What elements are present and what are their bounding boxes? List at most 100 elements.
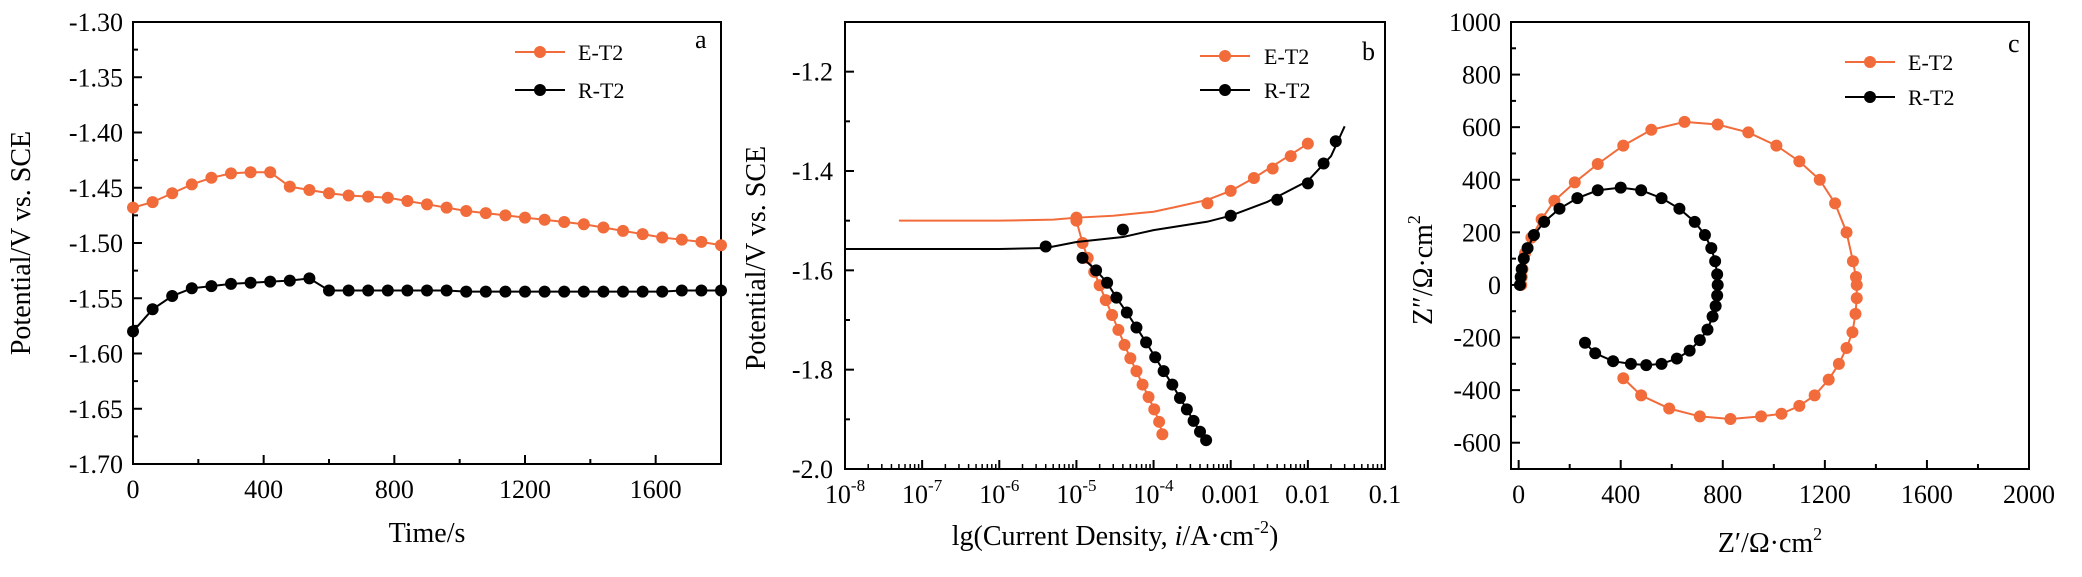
data-point-R-T2-16 <box>440 284 453 297</box>
nyquist-point-E-T2-21 <box>1850 278 1863 291</box>
series-line-R-T2-c <box>1518 186 1719 367</box>
data-point-R-T2-0 <box>127 325 139 338</box>
legend-marker-r-t2 <box>534 84 546 96</box>
panel-c-ylabel-main: Z″/Ω·cm <box>1408 224 1439 325</box>
nyquist-point-E-T2-31 <box>1755 410 1768 423</box>
data-point-E-T2-21 <box>538 213 551 226</box>
x-tick-label-b-3: 10-5 <box>1056 476 1096 509</box>
cathodic-point-E-T2-7 <box>1112 323 1125 336</box>
nyquist-point-R-T2-29 <box>1624 357 1637 370</box>
panel-a-ticks: -1.70 -1.65 -1.60 -1.55 -1.50 -1.45 -1.40 -1.35… <box>69 8 682 504</box>
x-tick-base-b-2: 10 <box>979 480 1005 509</box>
data-point-R-T2-18 <box>479 285 492 298</box>
panel-b-ylabel: Potential/V vs. SCE <box>741 146 772 370</box>
anodic-point-E-T2-3 <box>1247 171 1260 184</box>
x-tick-exp-b-3: -5 <box>1082 476 1096 495</box>
cathodic-point-E-T2-14 <box>1153 415 1166 428</box>
data-point-E-T2-25 <box>617 224 629 237</box>
nyquist-point-R-T2-32 <box>1579 336 1591 349</box>
nyquist-point-E-T2-13 <box>1742 126 1755 139</box>
x-tick-label-a-2: 800 <box>375 475 414 504</box>
legend-marker-e-t2-b <box>1219 50 1231 62</box>
anodic-point-R-T2-0 <box>1039 240 1052 253</box>
nyquist-point-R-T2-2 <box>1515 263 1528 276</box>
cathodic-point-R-T2-11 <box>1180 403 1193 416</box>
panel-c-legend: E-T2 R-T2 <box>1845 50 1954 110</box>
nyquist-point-R-T2-13 <box>1673 202 1686 215</box>
cathodic-point-E-T2-6 <box>1106 309 1119 322</box>
data-point-E-T2-23 <box>577 218 590 231</box>
series-anodic-line-R-T2 <box>845 125 1346 250</box>
data-point-E-T2-20 <box>519 211 531 224</box>
x-tick-label-b-2: 10-6 <box>979 476 1019 509</box>
x-tick-exp-b-2: -6 <box>1005 476 1019 495</box>
x-tick-exp-b-1: -7 <box>928 476 943 495</box>
data-point-R-T2-26 <box>636 285 649 298</box>
nyquist-point-R-T2-9 <box>1591 184 1604 197</box>
data-point-R-T2-3 <box>185 282 198 295</box>
anodic-point-R-T2-6 <box>1329 135 1342 148</box>
data-point-R-T2-7 <box>264 275 277 288</box>
data-point-R-T2-1 <box>146 303 159 316</box>
nyquist-point-R-T2-23 <box>1701 323 1714 336</box>
nyquist-point-E-T2-29 <box>1793 399 1806 412</box>
panel-c-ylabel: Z″/Ω·cm2 <box>1404 215 1439 325</box>
legend-label-e-t2-c: E-T2 <box>1908 50 1953 75</box>
legend-marker-e-t2 <box>534 46 546 58</box>
cathodic-point-E-T2-1 <box>1076 237 1089 250</box>
x-tick-label-c-0: 0 <box>1512 480 1525 509</box>
data-point-E-T2-14 <box>401 195 414 208</box>
cathodic-point-R-T2-13 <box>1194 425 1207 438</box>
y-tick-label-a-4: -1.50 <box>69 229 123 258</box>
legend-marker-r-t2-b <box>1219 84 1231 96</box>
cathodic-point-E-T2-15 <box>1156 428 1169 441</box>
y-tick-label-b-3: -1.4 <box>792 157 833 186</box>
panel-a-xlabel: Time/s <box>389 518 466 549</box>
cathodic-point-E-T2-12 <box>1142 390 1155 403</box>
y-tick-label-c-8: 1000 <box>1449 8 1501 37</box>
data-point-E-T2-27 <box>656 231 669 244</box>
data-point-R-T2-20 <box>519 285 531 298</box>
cathodic-point-R-T2-6 <box>1140 336 1153 349</box>
x-tick-label-b-1: 10-7 <box>902 476 943 509</box>
nyquist-point-E-T2-22 <box>1850 292 1863 305</box>
data-point-R-T2-5 <box>225 277 237 290</box>
nyquist-point-R-T2-19 <box>1711 278 1724 291</box>
nyquist-point-E-T2-30 <box>1775 407 1788 420</box>
data-point-R-T2-29 <box>695 284 708 297</box>
data-point-E-T2-18 <box>479 207 492 220</box>
nyquist-point-E-T2-17 <box>1829 197 1842 210</box>
nyquist-point-R-T2-4 <box>1521 242 1534 255</box>
x-tick-label-a-3: 1200 <box>499 475 551 504</box>
cathodic-point-E-T2-13 <box>1148 403 1161 416</box>
data-point-E-T2-0 <box>127 201 139 214</box>
y-tick-label-b-2: -1.6 <box>792 256 833 285</box>
nyquist-point-E-T2-16 <box>1813 173 1826 186</box>
cathodic-point-R-T2-7 <box>1149 351 1162 364</box>
cathodic-point-E-T2-5 <box>1099 294 1112 307</box>
nyquist-point-E-T2-18 <box>1840 226 1853 239</box>
nyquist-point-E-T2-14 <box>1770 139 1783 152</box>
data-point-E-T2-3 <box>185 178 198 191</box>
data-point-E-T2-22 <box>558 216 571 229</box>
legend-label-r-t2-b: R-T2 <box>1264 78 1310 103</box>
nyquist-point-E-T2-25 <box>1840 342 1853 355</box>
data-point-E-T2-28 <box>675 233 688 246</box>
x-tick-label-b-7: 0.1 <box>1369 480 1402 509</box>
panel-b-xlabel-close: ) <box>1269 521 1278 552</box>
data-point-R-T2-10 <box>323 284 335 297</box>
nyquist-point-R-T2-5 <box>1527 228 1540 241</box>
y-tick-label-c-4: 200 <box>1462 218 1501 247</box>
panel-c-xlabel: Z′/Ω·cm2 <box>1718 524 1822 559</box>
nyquist-point-R-T2-24 <box>1693 334 1706 347</box>
data-point-R-T2-4 <box>205 280 218 293</box>
nyquist-point-E-T2-15 <box>1793 155 1806 168</box>
nyquist-point-R-T2-14 <box>1688 215 1701 228</box>
data-point-E-T2-16 <box>440 201 453 214</box>
data-point-R-T2-17 <box>460 285 473 298</box>
data-point-R-T2-21 <box>538 285 551 298</box>
data-point-R-T2-30 <box>715 284 727 297</box>
x-tick-base-b-3: 10 <box>1056 480 1082 509</box>
x-tick-label-c-5: 2000 <box>2003 480 2055 509</box>
